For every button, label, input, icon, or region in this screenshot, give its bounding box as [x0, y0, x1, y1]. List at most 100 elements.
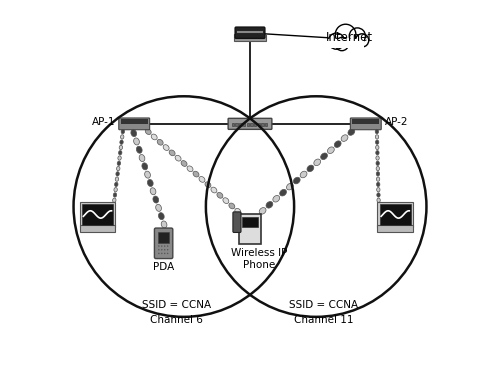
Ellipse shape [142, 163, 148, 170]
Ellipse shape [376, 161, 380, 165]
FancyBboxPatch shape [235, 27, 265, 38]
Ellipse shape [377, 198, 380, 203]
FancyBboxPatch shape [380, 204, 411, 225]
Ellipse shape [266, 201, 273, 208]
FancyBboxPatch shape [350, 118, 381, 130]
Ellipse shape [223, 198, 229, 204]
Circle shape [161, 245, 162, 247]
FancyBboxPatch shape [243, 123, 246, 126]
Ellipse shape [307, 165, 314, 172]
FancyBboxPatch shape [246, 123, 249, 126]
Circle shape [350, 28, 366, 44]
Text: Internet: Internet [326, 31, 373, 44]
Circle shape [167, 253, 168, 254]
Text: AP-1: AP-1 [92, 117, 115, 127]
Ellipse shape [376, 166, 380, 171]
Ellipse shape [376, 172, 380, 176]
FancyBboxPatch shape [327, 39, 364, 48]
Circle shape [164, 253, 166, 254]
FancyBboxPatch shape [154, 228, 173, 259]
Ellipse shape [156, 204, 162, 211]
FancyBboxPatch shape [250, 123, 253, 126]
Ellipse shape [175, 155, 181, 161]
Circle shape [158, 253, 160, 254]
Ellipse shape [235, 208, 241, 214]
Ellipse shape [211, 187, 217, 193]
FancyBboxPatch shape [242, 217, 258, 227]
Ellipse shape [148, 179, 153, 186]
FancyBboxPatch shape [265, 123, 268, 126]
Ellipse shape [169, 150, 175, 156]
Ellipse shape [273, 196, 280, 202]
Circle shape [158, 245, 160, 247]
FancyBboxPatch shape [236, 123, 238, 126]
Ellipse shape [139, 155, 145, 162]
Ellipse shape [120, 140, 123, 144]
Ellipse shape [134, 138, 140, 145]
Ellipse shape [118, 156, 122, 160]
Ellipse shape [294, 177, 300, 184]
Ellipse shape [136, 146, 142, 153]
Ellipse shape [112, 198, 116, 203]
Circle shape [158, 249, 160, 251]
FancyBboxPatch shape [378, 225, 413, 232]
Ellipse shape [150, 188, 156, 195]
FancyBboxPatch shape [261, 123, 264, 126]
Ellipse shape [320, 153, 328, 159]
FancyBboxPatch shape [254, 123, 256, 126]
Ellipse shape [314, 159, 320, 166]
Circle shape [328, 33, 344, 49]
Text: AP-2: AP-2 [385, 117, 408, 127]
FancyBboxPatch shape [228, 118, 272, 130]
Ellipse shape [377, 193, 380, 197]
Ellipse shape [117, 161, 120, 165]
Ellipse shape [334, 141, 341, 148]
Ellipse shape [181, 161, 187, 166]
Ellipse shape [376, 135, 378, 139]
Ellipse shape [300, 171, 307, 178]
Ellipse shape [229, 203, 235, 209]
Ellipse shape [187, 166, 193, 172]
Ellipse shape [348, 129, 355, 135]
FancyBboxPatch shape [352, 119, 380, 124]
Ellipse shape [163, 145, 169, 151]
Ellipse shape [376, 151, 379, 155]
Ellipse shape [158, 213, 164, 220]
Ellipse shape [151, 134, 157, 140]
Ellipse shape [376, 187, 380, 192]
FancyBboxPatch shape [80, 225, 116, 232]
Ellipse shape [217, 193, 223, 198]
FancyBboxPatch shape [232, 123, 234, 126]
Ellipse shape [193, 171, 199, 177]
Ellipse shape [145, 129, 151, 135]
Ellipse shape [115, 177, 118, 181]
Text: SSID = CCNA
Channel 6: SSID = CCNA Channel 6 [142, 300, 211, 325]
Ellipse shape [120, 135, 124, 139]
Circle shape [356, 34, 368, 47]
Circle shape [74, 96, 294, 317]
Ellipse shape [280, 189, 286, 196]
Ellipse shape [376, 182, 380, 187]
Ellipse shape [116, 166, 120, 171]
FancyBboxPatch shape [239, 214, 261, 244]
FancyBboxPatch shape [82, 204, 113, 225]
Text: SSID = CCNA
Channel 11: SSID = CCNA Channel 11 [289, 300, 358, 325]
Circle shape [161, 253, 162, 254]
FancyBboxPatch shape [234, 34, 266, 41]
Ellipse shape [341, 135, 348, 141]
Ellipse shape [116, 172, 119, 176]
Ellipse shape [114, 187, 117, 192]
Ellipse shape [157, 139, 163, 145]
Circle shape [167, 245, 168, 247]
FancyBboxPatch shape [233, 212, 241, 232]
Ellipse shape [144, 171, 150, 178]
Circle shape [164, 245, 166, 247]
FancyBboxPatch shape [120, 119, 148, 124]
Ellipse shape [161, 221, 167, 228]
Text: Wireless IP
Phone: Wireless IP Phone [231, 248, 287, 270]
Ellipse shape [199, 176, 205, 182]
FancyBboxPatch shape [80, 202, 116, 227]
Ellipse shape [121, 130, 124, 134]
Ellipse shape [114, 182, 118, 187]
Ellipse shape [131, 130, 136, 137]
